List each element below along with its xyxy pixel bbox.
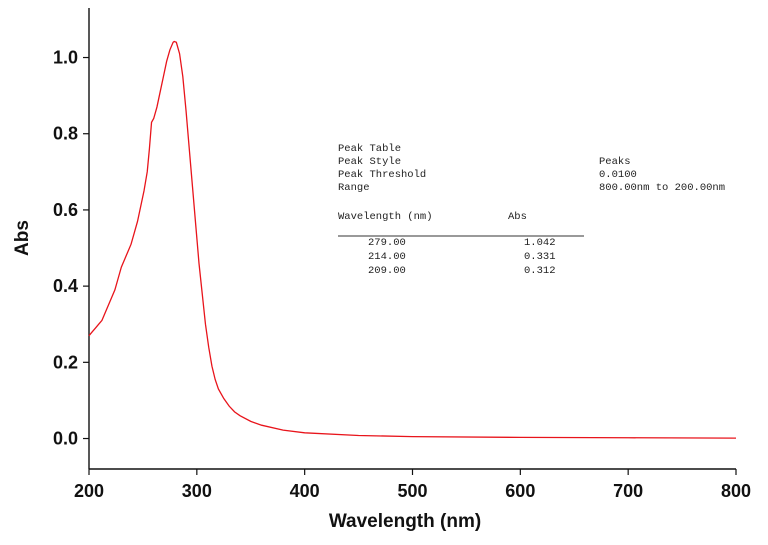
peak-table-annotation: Peak Table Peak Style Peaks Peak Thresho… [338, 143, 725, 277]
x-tick-label: 800 [721, 481, 751, 501]
peak-threshold-label: Peak Threshold [338, 169, 426, 181]
peak-row-2-wavelength: 214.00 [368, 251, 406, 263]
x-tick-label: 300 [182, 481, 212, 501]
x-tick-label: 700 [613, 481, 643, 501]
y-tick-label: 0.0 [53, 429, 78, 449]
x-tick-label: 500 [397, 481, 427, 501]
x-ticks: 200 300 400 500 600 700 800 [74, 469, 751, 501]
y-ticks: 0.0 0.2 0.4 0.6 0.8 1.0 [53, 48, 89, 449]
y-tick-label: 0.2 [53, 352, 78, 372]
x-axis-title: Wavelength (nm) [329, 511, 481, 532]
peak-row-2-abs: 0.331 [524, 251, 556, 263]
peak-style-value: Peaks [599, 156, 631, 168]
series-line [88, 40, 737, 439]
column-header-abs: Abs [508, 211, 527, 223]
range-label: Range [338, 182, 370, 194]
peak-row-3-wavelength: 209.00 [368, 265, 406, 277]
peak-row-1-wavelength: 279.00 [368, 237, 406, 249]
x-tick-label: 600 [505, 481, 535, 501]
y-tick-label: 1.0 [53, 48, 78, 68]
peak-style-label: Peak Style [338, 156, 401, 168]
y-tick-label: 0.6 [53, 200, 78, 220]
peak-row-1-abs: 1.042 [524, 237, 556, 249]
y-axis-title: Abs [12, 220, 33, 256]
peak-table-title: Peak Table [338, 143, 401, 155]
column-header-wavelength: Wavelength (nm) [338, 211, 433, 223]
x-tick-label: 200 [74, 481, 104, 501]
peak-threshold-value: 0.0100 [599, 169, 637, 181]
peak-row-3-abs: 0.312 [524, 265, 556, 277]
x-tick-label: 400 [290, 481, 320, 501]
y-tick-label: 0.4 [53, 276, 78, 296]
range-value: 800.00nm to 200.00nm [599, 182, 725, 194]
y-tick-label: 0.8 [53, 124, 78, 144]
